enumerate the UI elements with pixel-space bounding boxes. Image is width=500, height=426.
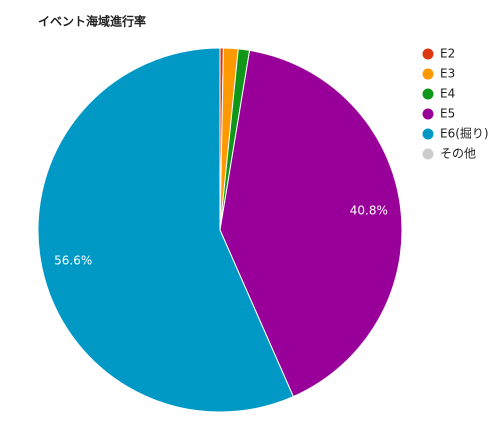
- value-label: 40.8%: [350, 204, 388, 218]
- legend-swatch: [422, 148, 434, 160]
- legend-label: E2: [440, 47, 455, 61]
- value-label: 56.6%: [54, 253, 92, 267]
- legend-label: E5: [440, 107, 455, 121]
- pie-slice: [37, 47, 294, 413]
- legend-label: E6(掘り): [440, 126, 489, 141]
- legend-swatch: [422, 68, 434, 80]
- chart-title: イベント海域進行率: [38, 14, 146, 29]
- legend-swatch: [422, 48, 434, 60]
- legend-label: E3: [440, 67, 455, 81]
- pie-slice: [219, 49, 403, 398]
- legend-swatch: [422, 108, 434, 120]
- legend-swatch: [422, 88, 434, 100]
- legend-label: E4: [440, 87, 455, 101]
- legend-swatch: [422, 128, 434, 140]
- legend-label: その他: [440, 147, 476, 161]
